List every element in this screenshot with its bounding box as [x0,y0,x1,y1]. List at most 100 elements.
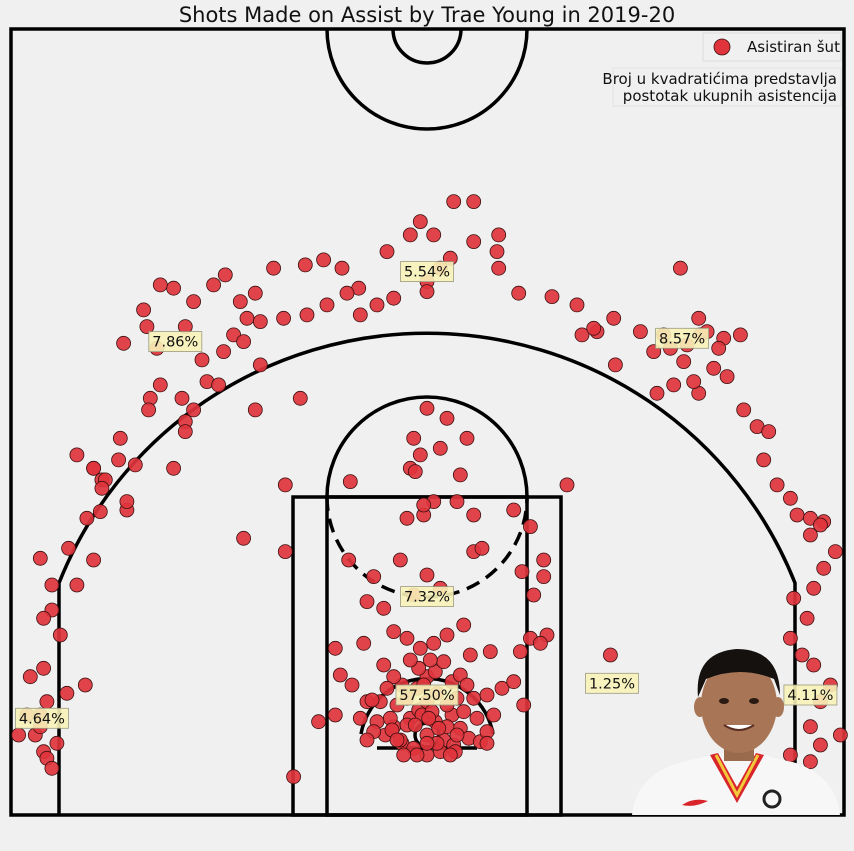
shot-point [544,289,560,305]
shot-point [432,440,448,456]
shot-point [402,227,418,243]
shot-point [186,402,202,418]
shot-point [339,285,355,301]
shot-point [416,497,432,513]
shot-point [422,652,438,668]
zone-label: 8.57% [655,327,709,349]
zone-labels: 57.50% 7.32% 4.64% 4.11% 1.25% 7.86% 8.57% 5.54… [14,261,838,729]
shot-point [299,307,315,323]
legend-box [702,32,842,62]
shot-point [359,594,375,609]
shot-point [479,735,495,751]
shot-point [431,720,447,736]
jersey [632,753,840,815]
shot-point [174,390,190,406]
jersey-sponsor-icon [762,789,782,809]
shot-point [608,357,623,373]
shot-point [736,402,752,418]
shot-point [266,260,282,276]
shot-point [69,447,85,463]
shot-point [833,727,848,743]
shot-point [352,710,368,726]
legend-label: Asistiran šut [747,38,840,56]
shot-point [399,630,415,646]
shot-point [474,540,490,556]
shot-point [756,452,772,468]
shot-point [799,610,815,626]
shot-point [491,227,507,243]
shot-point [511,285,527,301]
shot-point [462,647,478,663]
shot-point [452,467,468,483]
shot-point [409,747,425,763]
shot-point [342,474,358,490]
shot-point [803,527,818,543]
jersey-collar-trim [714,754,760,799]
shot-point [399,510,415,526]
shot-point [216,344,232,360]
shot-point [32,550,48,566]
shot-point [603,647,618,663]
jersey-collar [710,753,764,803]
shot-point [61,540,76,556]
shot-point [334,260,350,276]
ear-left [694,697,706,717]
note-box [612,67,842,107]
shot-point [426,227,442,243]
shot-point [574,327,590,343]
zone-label-text: 7.86% [152,335,198,351]
shot-point [676,354,692,370]
shot-point [633,324,648,340]
shot-point [813,737,828,753]
shot-point [761,424,777,440]
inner-paint [325,495,529,817]
shot-point [332,667,348,683]
eye-left [719,698,729,704]
shot-point [59,685,75,701]
shot-point [39,694,55,710]
shot-point [194,352,210,368]
shot-point [152,377,168,393]
hair [697,649,780,697]
zone-label: 4.11% [783,684,838,706]
shot-point [466,690,482,706]
shot-point [386,624,402,639]
shot-point [649,385,665,401]
shot-point [828,544,843,559]
shot-point [92,504,108,520]
shot-point [364,692,380,708]
ear-right [772,697,784,717]
zone-label: 57.50% [395,684,459,706]
shot-point [421,710,437,726]
shot-point [49,735,65,751]
player-photo [632,649,840,815]
shot-point [733,327,748,343]
shot-point [341,552,357,568]
note-line-2: postotak ukupnih asistencija [623,87,837,105]
shot-point [247,402,263,418]
zone-label: 7.86% [148,331,203,353]
shot-point [569,297,585,313]
shot-point [376,600,392,616]
shot-point [536,569,552,584]
shot-point [297,257,313,273]
shot-point [469,710,485,726]
shot-point [77,677,93,693]
shot-point [491,260,507,276]
shot-point [247,285,263,301]
shot-point [526,587,542,603]
shot-point [112,430,128,446]
shot-point [44,577,60,593]
shot-point [344,677,360,693]
shot-point [141,402,157,418]
shot-point [606,310,622,326]
zone-label: 5.54% [400,261,454,283]
zone-label-box [655,327,709,349]
shot-point [786,590,802,606]
shot-point [36,610,51,626]
shot-point [706,360,722,376]
shot-point [152,277,168,293]
shot-point [506,502,522,518]
shot-point [44,760,60,776]
